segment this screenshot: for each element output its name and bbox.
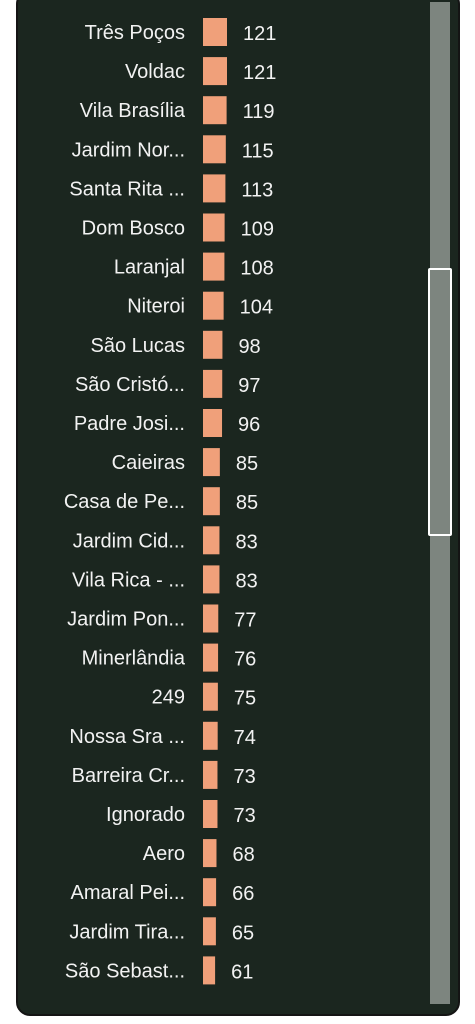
bar[interactable] xyxy=(203,369,223,398)
chart-panel xyxy=(16,0,460,1016)
category-label: Casa de Pe... xyxy=(64,491,185,513)
data-label: 109 xyxy=(241,219,274,241)
category-label: Três Poços xyxy=(85,22,185,44)
category-label: Santa Rita ... xyxy=(69,178,185,200)
bar[interactable] xyxy=(203,760,218,789)
data-label: 83 xyxy=(235,531,257,553)
bar[interactable] xyxy=(203,956,216,985)
data-label: 76 xyxy=(234,649,256,671)
category-label: Ignorado xyxy=(106,804,185,826)
category-label: Jardim Cid... xyxy=(73,530,185,552)
data-label: 74 xyxy=(234,727,256,749)
category-label: Nossa Sra ... xyxy=(69,726,185,748)
category-label: Vila Rica - ... xyxy=(72,569,185,591)
data-label: 96 xyxy=(238,414,260,436)
bar[interactable] xyxy=(203,800,218,828)
category-label: Caieiras xyxy=(112,452,185,474)
bar[interactable] xyxy=(203,57,227,86)
category-label: Jardim Pon... xyxy=(67,609,185,631)
bar[interactable] xyxy=(203,604,219,633)
bar[interactable] xyxy=(203,565,220,594)
data-label: 121 xyxy=(243,62,276,84)
data-label: 121 xyxy=(243,23,276,45)
data-label: 104 xyxy=(240,297,273,319)
category-label: Amaral Pei... xyxy=(71,882,185,904)
data-label: 98 xyxy=(238,336,260,358)
category-label: Barreira Cr... xyxy=(72,765,185,787)
category-label: 249 xyxy=(152,687,185,709)
bar[interactable] xyxy=(203,487,220,516)
bar[interactable] xyxy=(203,721,218,750)
data-label: 119 xyxy=(243,101,275,123)
category-label: São Cristó... xyxy=(75,374,185,396)
category-label: São Lucas xyxy=(90,335,185,357)
bar[interactable] xyxy=(203,878,217,907)
category-label: Voldac xyxy=(125,61,185,83)
data-label: 115 xyxy=(242,140,274,162)
data-label: 73 xyxy=(233,805,255,827)
category-label: Minerlândia xyxy=(82,648,186,670)
bars xyxy=(203,18,227,985)
bar[interactable] xyxy=(203,213,225,242)
category-label: São Sebast... xyxy=(65,960,185,982)
bar[interactable] xyxy=(203,643,219,672)
data-label: 66 xyxy=(232,883,254,905)
bar[interactable] xyxy=(203,448,220,477)
bar[interactable] xyxy=(203,526,220,555)
category-label: Aero xyxy=(143,843,185,865)
bar[interactable] xyxy=(203,18,227,46)
category-label: Jardim Tira... xyxy=(69,921,185,943)
category-label: Dom Bosco xyxy=(82,218,185,240)
data-label: 65 xyxy=(232,922,254,944)
bar[interactable] xyxy=(203,96,227,125)
data-label: 73 xyxy=(233,766,255,788)
data-label: 83 xyxy=(235,570,257,592)
category-label: Jardim Nor... xyxy=(72,139,185,161)
data-label: 85 xyxy=(236,453,258,475)
bar[interactable] xyxy=(203,409,223,437)
bar[interactable] xyxy=(203,174,226,203)
category-label: Niteroi xyxy=(127,296,185,318)
scrollbar-thumb[interactable] xyxy=(428,268,452,536)
bar[interactable] xyxy=(203,330,223,359)
category-label: Vila Brasília xyxy=(80,100,186,122)
data-label: 75 xyxy=(234,688,256,710)
bar[interactable] xyxy=(203,135,226,164)
data-label: 85 xyxy=(236,492,258,514)
bar[interactable] xyxy=(203,682,218,711)
bar[interactable] xyxy=(203,291,224,320)
category-label: Laranjal xyxy=(114,257,185,279)
category-label: Padre Josi... xyxy=(74,413,185,435)
bar[interactable] xyxy=(203,839,217,868)
data-label: 68 xyxy=(232,844,254,866)
data-label: 113 xyxy=(241,179,273,201)
data-label: 108 xyxy=(240,258,273,280)
data-labels: 121 121 119 115 113 109 108 104 98 97 96 85 85 83 83 77… xyxy=(231,23,276,983)
data-label: 61 xyxy=(231,961,253,983)
bar[interactable] xyxy=(203,917,216,946)
data-label: 97 xyxy=(238,375,260,397)
category-labels: Três Poços Voldac Vila Brasília Jardim Nor.… xyxy=(64,22,186,982)
bar[interactable] xyxy=(203,252,225,281)
data-label: 77 xyxy=(234,610,256,632)
